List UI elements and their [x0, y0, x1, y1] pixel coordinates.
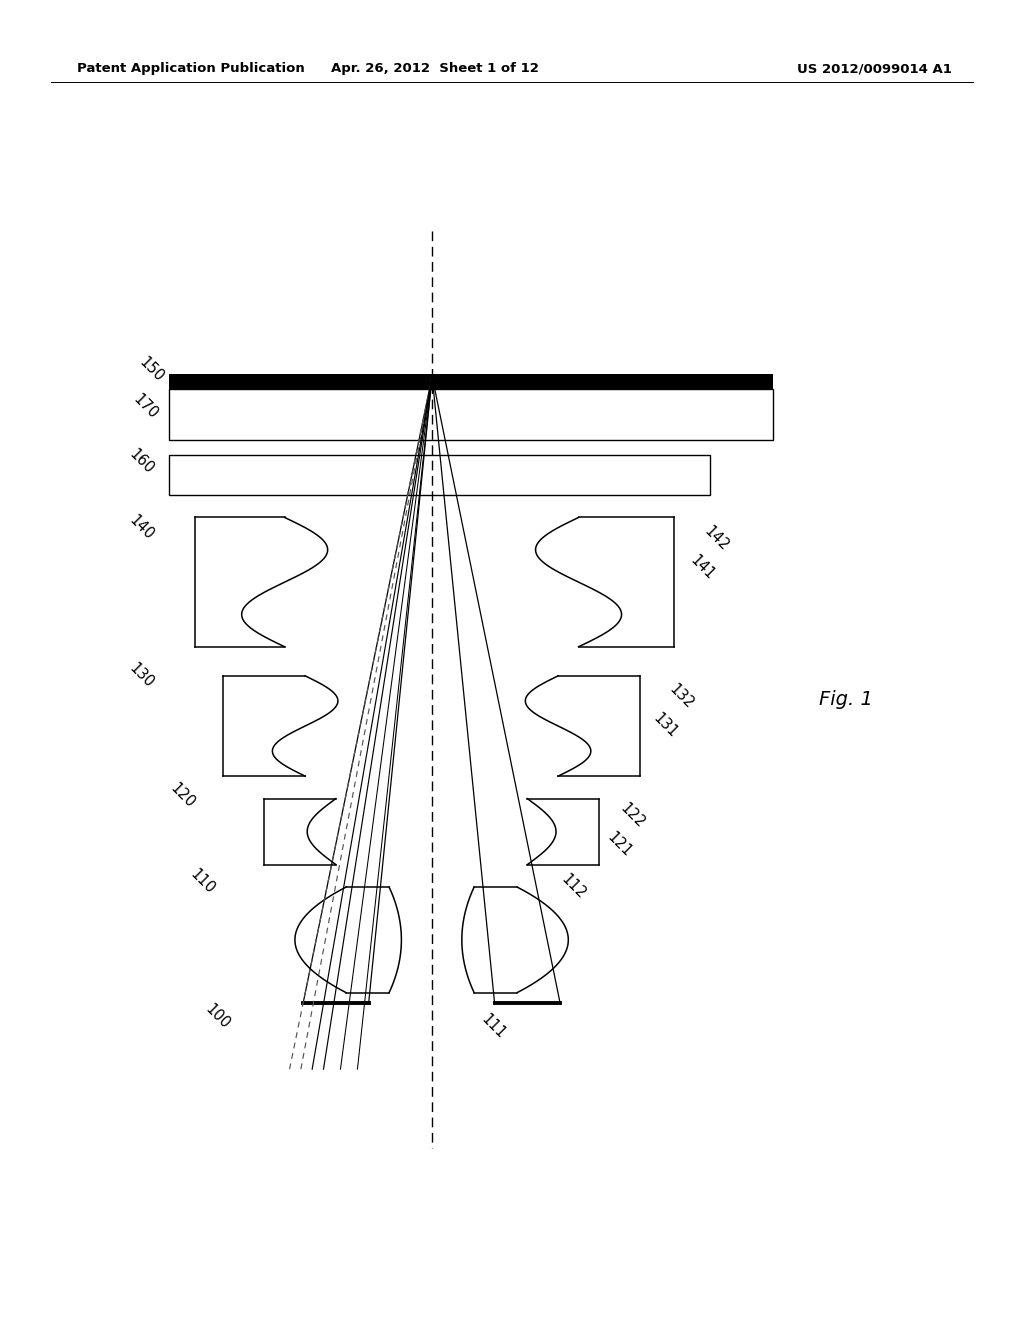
Text: 142: 142: [701, 524, 732, 553]
Text: 131: 131: [650, 711, 681, 741]
Text: 132: 132: [666, 682, 696, 711]
Text: 170: 170: [130, 391, 161, 422]
Text: 122: 122: [617, 800, 648, 832]
Text: 110: 110: [187, 867, 218, 896]
Text: Apr. 26, 2012  Sheet 1 of 12: Apr. 26, 2012 Sheet 1 of 12: [331, 62, 540, 75]
Text: 140: 140: [126, 513, 157, 543]
Text: 150: 150: [136, 355, 167, 384]
Bar: [169, 389, 773, 440]
Text: Fig. 1: Fig. 1: [819, 690, 873, 709]
Bar: [169, 455, 710, 495]
Text: US 2012/0099014 A1: US 2012/0099014 A1: [798, 62, 952, 75]
Text: 141: 141: [687, 553, 718, 582]
Text: 120: 120: [167, 780, 198, 812]
Text: 121: 121: [604, 830, 635, 859]
Text: 100: 100: [202, 1001, 232, 1032]
Text: 160: 160: [126, 447, 157, 477]
Text: 111: 111: [478, 1012, 509, 1041]
Text: Patent Application Publication: Patent Application Publication: [77, 62, 304, 75]
Bar: [169, 374, 773, 389]
Text: 130: 130: [126, 661, 157, 690]
Text: 112: 112: [558, 873, 589, 902]
